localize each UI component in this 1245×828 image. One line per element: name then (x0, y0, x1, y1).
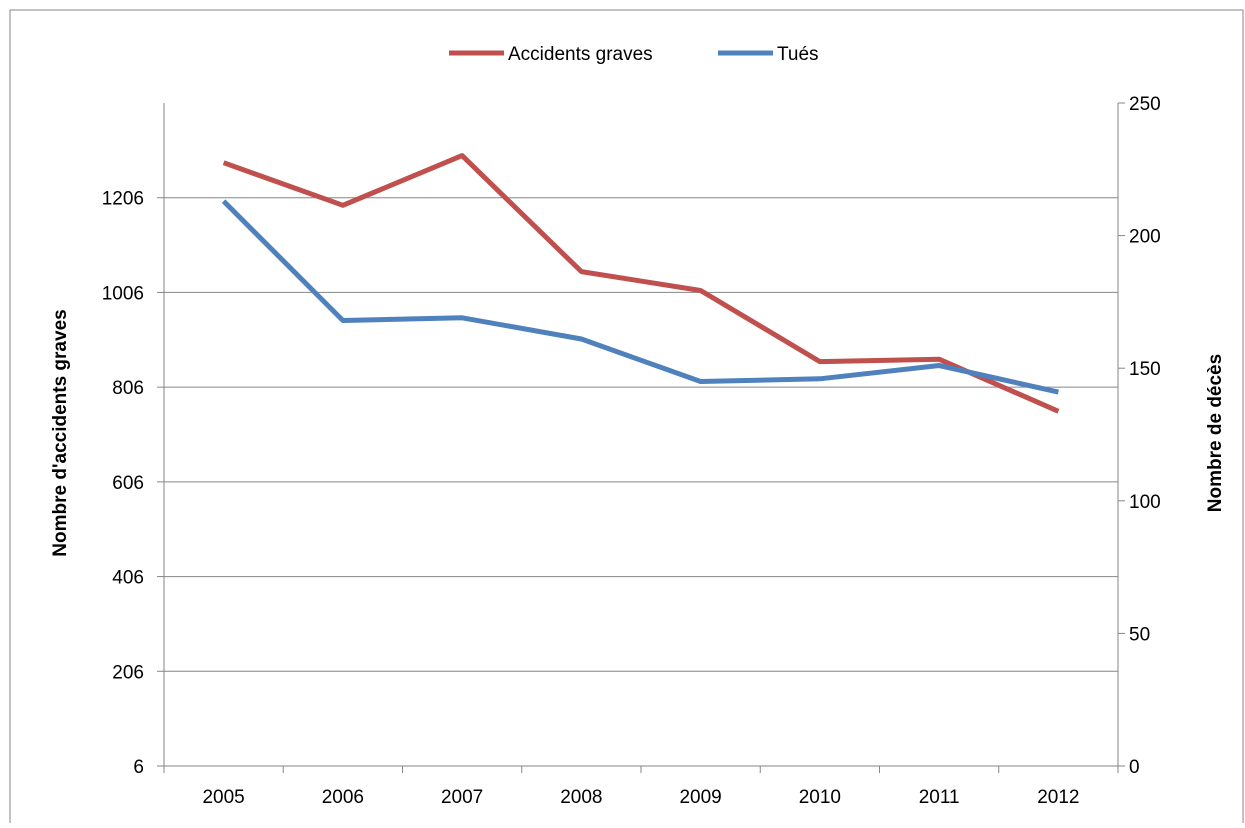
y2-tick-label: 150 (1129, 359, 1161, 380)
y2-tick-label: 0 (1129, 757, 1140, 778)
x-tick-label: 2005 (202, 787, 244, 808)
x-tick-label: 2011 (919, 787, 960, 808)
y-tick-label: 606 (112, 473, 144, 494)
x-tick-label: 2012 (1037, 787, 1079, 808)
chart-border (9, 9, 1244, 828)
legend: Accidents graves Tués (449, 44, 819, 65)
legend-label-1: Tués (777, 44, 819, 65)
x-tick-label: 2010 (799, 787, 841, 808)
y-tick-label: 1206 (102, 189, 144, 210)
x-tick-label: 2006 (322, 787, 364, 808)
series-lines (221, 153, 1060, 414)
y2-tick-label: 50 (1129, 624, 1150, 645)
axes: 6 206 406 606 806 1006 1206 0 50 100 150 200 250 2005… (102, 94, 1161, 808)
y2-axis-title: Nombre de décès (1205, 354, 1226, 512)
x-tick-label: 2008 (560, 787, 602, 808)
y2-tick-label: 250 (1129, 94, 1161, 115)
series-line-0 (222, 153, 1060, 414)
y-tick-label: 1006 (102, 283, 144, 304)
x-tick-label: 2007 (441, 787, 483, 808)
y-tick-label: 406 (112, 568, 144, 589)
y-tick-label: 206 (112, 662, 144, 683)
y-axis-title: Nombre d'accidents graves (50, 309, 71, 556)
y2-tick-label: 200 (1129, 227, 1161, 248)
y2-tick-label: 100 (1129, 492, 1161, 513)
y-tick-label: 806 (112, 378, 144, 399)
x-tick-label: 2009 (679, 787, 721, 808)
legend-label-0: Accidents graves (508, 44, 653, 65)
series-line-1 (221, 199, 1059, 395)
y-tick-label: 6 (133, 757, 144, 778)
